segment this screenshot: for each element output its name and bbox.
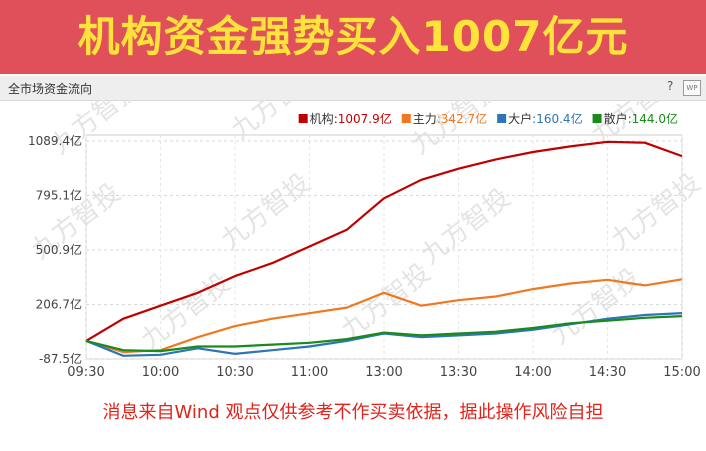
series-line bbox=[85, 315, 683, 353]
legend-label: 散户 bbox=[604, 111, 628, 126]
legend-label: 大户 bbox=[508, 111, 532, 126]
y-tick-label: 500.9亿 bbox=[36, 242, 82, 257]
y-tick-label: 1089.4亿 bbox=[28, 133, 82, 148]
legend-value: :160.4亿 bbox=[532, 111, 582, 126]
x-tick-label: 10:00 bbox=[142, 365, 179, 380]
panel-header: 全市场资金流向 ? WP bbox=[0, 76, 706, 101]
y-tick-label: 206.7亿 bbox=[36, 297, 82, 312]
series-line bbox=[85, 140, 683, 342]
legend-swatch bbox=[497, 114, 507, 123]
x-tick-label: 09:30 bbox=[67, 365, 104, 380]
x-tick-label: 13:30 bbox=[440, 365, 477, 380]
legend-swatch bbox=[592, 114, 602, 123]
y-tick-label: -87.5亿 bbox=[39, 351, 82, 366]
wp-icon[interactable]: WP bbox=[683, 80, 701, 96]
x-tick-label: 14:00 bbox=[514, 365, 551, 380]
x-tick-label: 11:00 bbox=[291, 365, 328, 380]
legend-label: 主力 bbox=[413, 112, 437, 126]
x-tick-label: 13:00 bbox=[365, 365, 402, 380]
legend-value: :1007.9亿 bbox=[334, 111, 392, 126]
y-tick-label: 795.1亿 bbox=[36, 188, 82, 203]
series-line bbox=[85, 278, 683, 354]
legend-swatch bbox=[298, 114, 308, 123]
banner: 机构资金强势买入1007亿元 bbox=[0, 0, 706, 74]
x-tick-label: 14:30 bbox=[589, 365, 626, 380]
panel-title: 全市场资金流向 bbox=[8, 82, 93, 96]
disclaimer: 消息来自Wind 观点仅供参考不作买卖依据，据此操作风险自担 bbox=[102, 402, 604, 423]
help-icon[interactable]: ? bbox=[667, 79, 674, 93]
legend-value: :342.7亿 bbox=[437, 111, 487, 126]
x-tick-label: 10:30 bbox=[216, 365, 253, 380]
banner-title: 机构资金强势买入1007亿元 bbox=[77, 12, 629, 61]
x-tick-label: 15:00 bbox=[663, 365, 700, 380]
legend-swatch bbox=[401, 114, 411, 123]
legend-value: :144.0亿 bbox=[628, 111, 678, 126]
legend-label: 机构 bbox=[310, 111, 334, 126]
